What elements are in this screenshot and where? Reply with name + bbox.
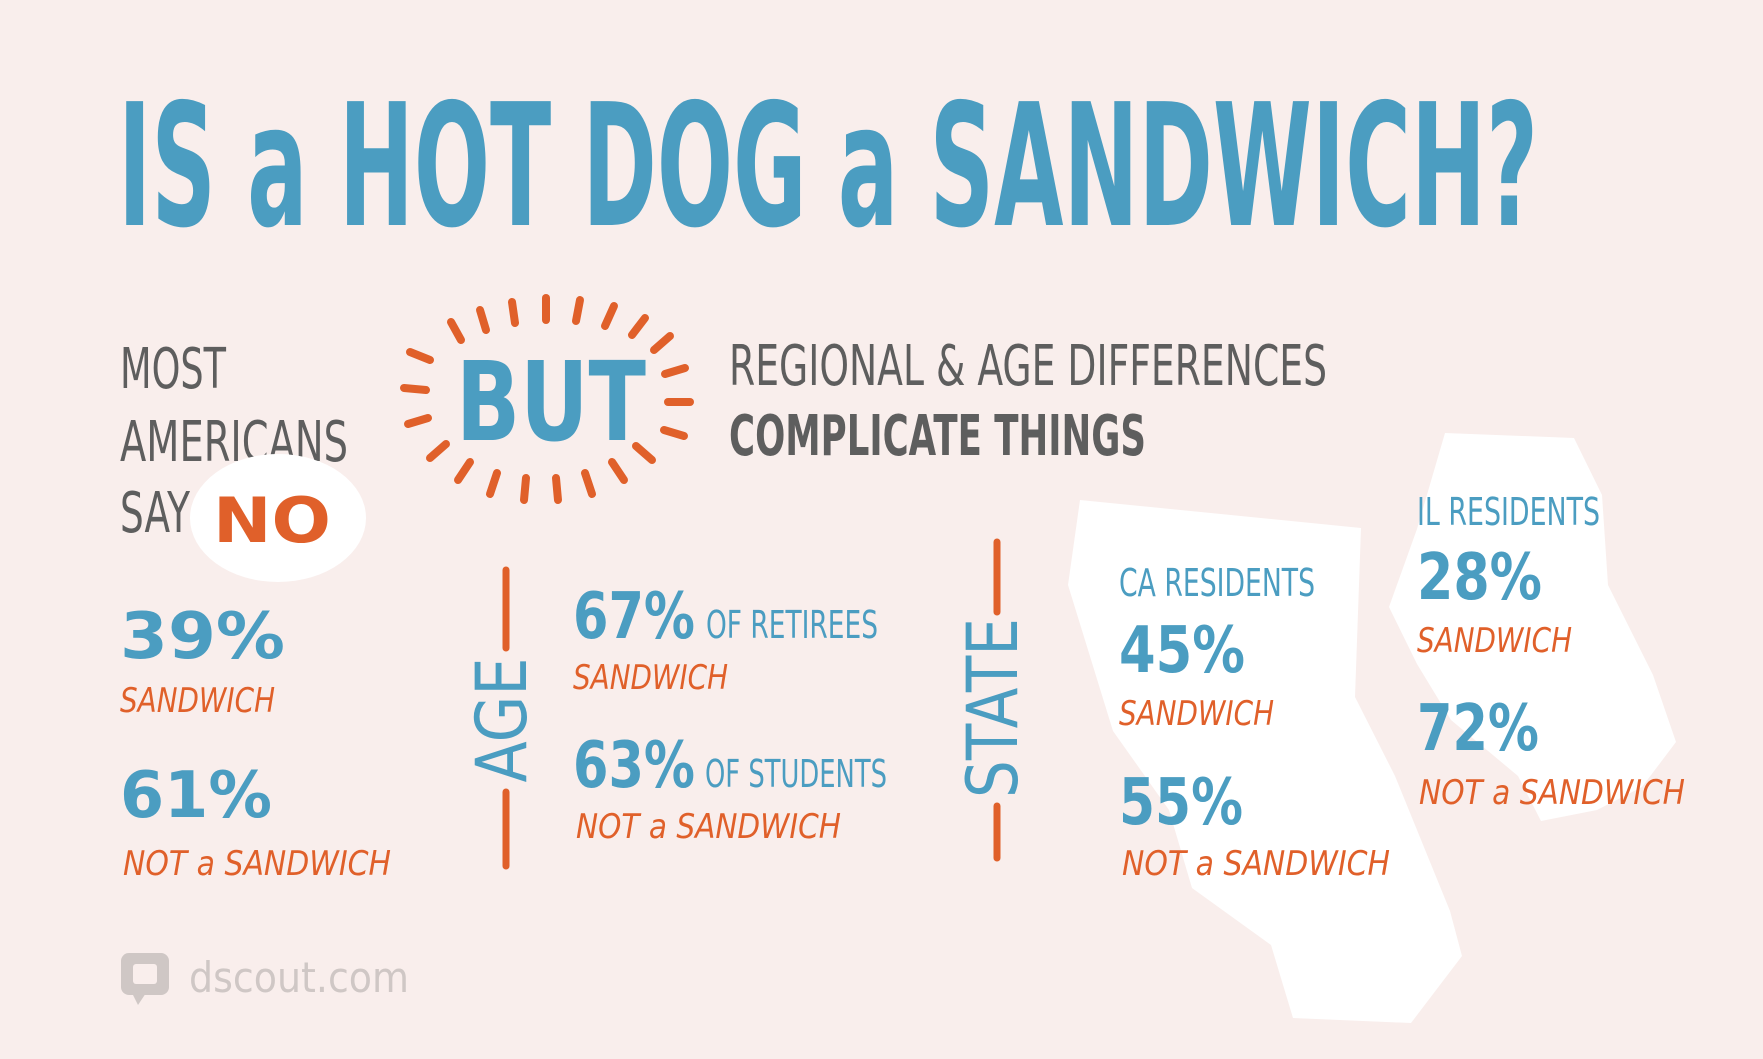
stat-group: OF STUDENTS [705,752,887,796]
stat-label: NOT a SANDWICH [123,844,391,884]
highlight-blob [190,454,366,582]
stat-group: OF RETIREES [706,603,878,647]
title: IS a HOT DOG a SANDWICH? [118,68,1538,266]
stat-value: 45% [1119,614,1245,688]
stat-value: 55% [1119,766,1243,840]
stat-label: NOT a SANDWICH [1419,773,1685,813]
stat-label: SANDWICH [1417,621,1572,661]
section-heading: AGE [461,658,543,783]
brand-text: dscout.com [189,953,409,1002]
intro-line: MOST [120,337,227,402]
stat-label: SANDWICH [573,658,728,698]
burst-rays [400,294,694,504]
stat-value: 72% [1417,692,1539,766]
intro-line: REGIONAL & AGE DIFFERENCES [729,334,1327,399]
stat-value: 61% [120,759,272,833]
stat-value: 63% [573,729,695,803]
region-name: CA RESIDENTS [1119,561,1315,605]
intro-line: COMPLICATE THINGS [729,404,1146,469]
stat-label: NOT a SANDWICH [576,807,841,847]
stat-label: NOT a SANDWICH [1122,844,1390,884]
stat-value: 67% [573,580,695,654]
stat-label: SANDWICH [1119,694,1274,734]
illinois-shape [1389,433,1676,821]
but-label: BUT [456,338,646,466]
intro-line: SAY [120,481,191,546]
stat-label: SANDWICH [120,681,275,721]
stat-value: 28% [1417,541,1542,615]
stat-value: 39% [120,600,285,674]
brand-logo [121,953,169,1005]
section-heading: STATE [952,618,1034,798]
intro-emphasis: NO [213,484,331,557]
region-name: IL RESIDENTS [1417,490,1600,534]
california-shape [1068,500,1462,1023]
